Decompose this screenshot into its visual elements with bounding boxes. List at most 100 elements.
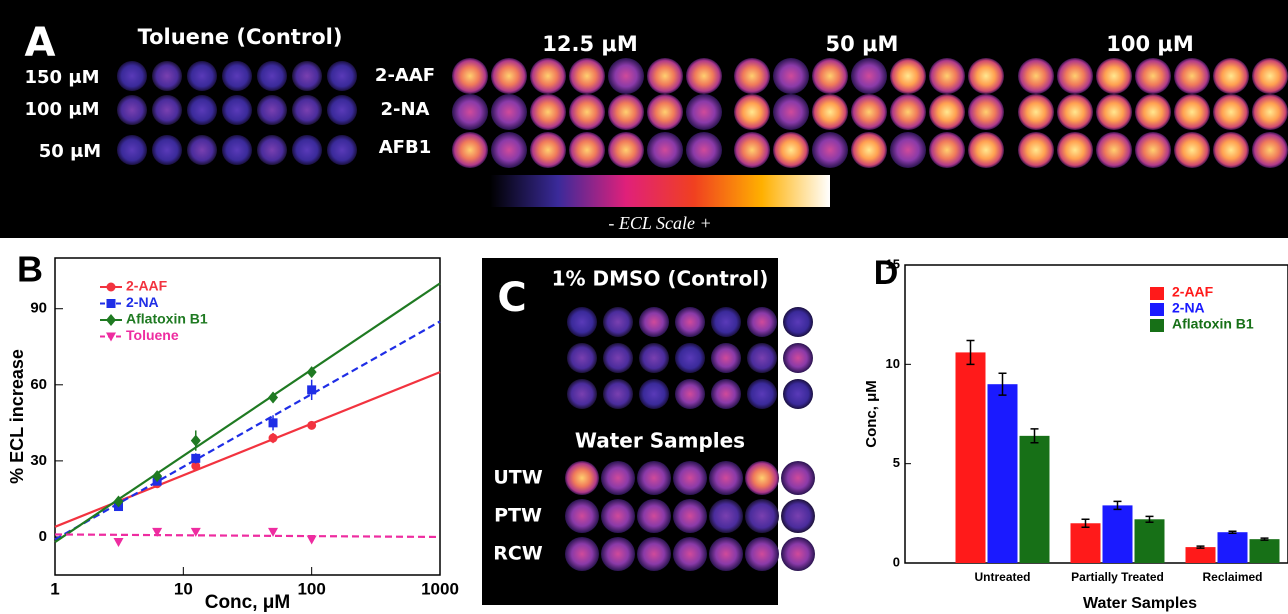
sample-spot xyxy=(709,499,743,533)
x-tick-label: 1 xyxy=(50,579,59,598)
data-point xyxy=(191,454,200,463)
sample-spot xyxy=(601,461,635,495)
sample-spot xyxy=(1252,94,1288,130)
bar xyxy=(1071,523,1101,563)
sample-spot xyxy=(491,132,527,168)
sample-spot xyxy=(257,135,287,165)
sample-spot xyxy=(222,95,252,125)
bar xyxy=(988,384,1018,563)
sample-spot xyxy=(890,94,926,130)
sample-spot xyxy=(639,307,669,337)
sample-spot xyxy=(1213,58,1249,94)
sample-spot xyxy=(745,537,779,571)
sample-spot xyxy=(491,58,527,94)
sample-spot xyxy=(601,537,635,571)
sample-spot xyxy=(608,58,644,94)
sample-spot xyxy=(968,132,1004,168)
sample-spot xyxy=(1135,132,1171,168)
sample-spot xyxy=(327,61,357,91)
y-tick-label: 30 xyxy=(30,452,47,469)
sample-spot xyxy=(1057,94,1093,130)
sample-spot xyxy=(1252,132,1288,168)
y-tick-label: 15 xyxy=(886,256,900,271)
sample-spot xyxy=(673,499,707,533)
x-axis-label: Conc, μM xyxy=(205,592,291,613)
x-tick-label: 1000 xyxy=(421,579,459,598)
sample-spot xyxy=(968,58,1004,94)
legend-label: 2-NA xyxy=(126,294,159,310)
samples-title: Water Samples xyxy=(575,429,745,453)
panel-label: B xyxy=(17,249,43,290)
sample-spot xyxy=(673,461,707,495)
y-axis-label: Conc, μM xyxy=(863,380,880,448)
page: A Toluene (Control) 12.5 μM 50 μM 100 μM… xyxy=(0,0,1288,614)
row-label: AFB1 xyxy=(379,137,431,158)
sample-spot xyxy=(1057,132,1093,168)
row-label: 2-NA xyxy=(381,99,430,120)
sample-spot xyxy=(327,95,357,125)
row-label: UTW xyxy=(493,467,542,489)
sample-spot xyxy=(675,343,705,373)
sample-spot xyxy=(117,135,147,165)
legend-marker xyxy=(106,333,116,342)
sample-spot xyxy=(781,537,815,571)
sample-spot xyxy=(222,61,252,91)
sample-spot xyxy=(783,307,813,337)
sample-spot xyxy=(783,343,813,373)
sample-spot xyxy=(637,461,671,495)
sample-spot xyxy=(851,94,887,130)
control-title: 1% DMSO (Control) xyxy=(552,267,769,291)
sample-spot xyxy=(1018,132,1054,168)
sample-spot xyxy=(647,94,683,130)
legend-label: 2-NA xyxy=(1172,300,1205,316)
sample-spot xyxy=(781,461,815,495)
row-label: 100 μM xyxy=(25,99,100,120)
sample-spot xyxy=(773,132,809,168)
sample-spot xyxy=(1252,58,1288,94)
sample-spot xyxy=(929,94,965,130)
x-tick-label: Reclaimed xyxy=(1202,570,1262,584)
sample-spot xyxy=(851,58,887,94)
sample-spot xyxy=(187,61,217,91)
x-tick-label: Partially Treated xyxy=(1071,570,1164,584)
sample-spot xyxy=(647,58,683,94)
y-tick-label: 10 xyxy=(886,356,900,371)
bar xyxy=(1186,547,1216,563)
sample-spot xyxy=(152,135,182,165)
bar xyxy=(1250,539,1280,563)
bar xyxy=(1020,436,1050,563)
x-tick-label: 10 xyxy=(174,579,193,598)
sample-spot xyxy=(968,94,1004,130)
fit-line xyxy=(55,534,440,537)
sample-spot xyxy=(639,379,669,409)
sample-spot xyxy=(292,135,322,165)
sample-spot xyxy=(812,94,848,130)
y-tick-label: 0 xyxy=(39,528,47,545)
sample-spot xyxy=(491,94,527,130)
sample-spot xyxy=(567,379,597,409)
sample-spot xyxy=(637,537,671,571)
sample-spot xyxy=(673,537,707,571)
sample-spot xyxy=(601,499,635,533)
y-tick-label: 5 xyxy=(893,455,900,470)
sample-spot xyxy=(929,58,965,94)
sample-spot xyxy=(734,94,770,130)
sample-spot xyxy=(711,379,741,409)
sample-spot xyxy=(781,499,815,533)
sample-spot xyxy=(709,537,743,571)
sample-spot xyxy=(569,132,605,168)
panel-label: A xyxy=(25,20,56,66)
sample-spot xyxy=(117,95,147,125)
sample-spot xyxy=(1213,94,1249,130)
sample-spot xyxy=(257,61,287,91)
legend-swatch xyxy=(1150,303,1164,316)
sample-spot xyxy=(745,499,779,533)
legend-label: 2-AAF xyxy=(126,278,168,294)
row-label: 150 μM xyxy=(25,67,100,88)
sample-spot xyxy=(452,58,488,94)
legend-swatch xyxy=(1150,287,1164,300)
sample-spot xyxy=(890,58,926,94)
sample-spot xyxy=(773,58,809,94)
row-label: 50 μM xyxy=(39,141,101,162)
sample-spot xyxy=(608,94,644,130)
